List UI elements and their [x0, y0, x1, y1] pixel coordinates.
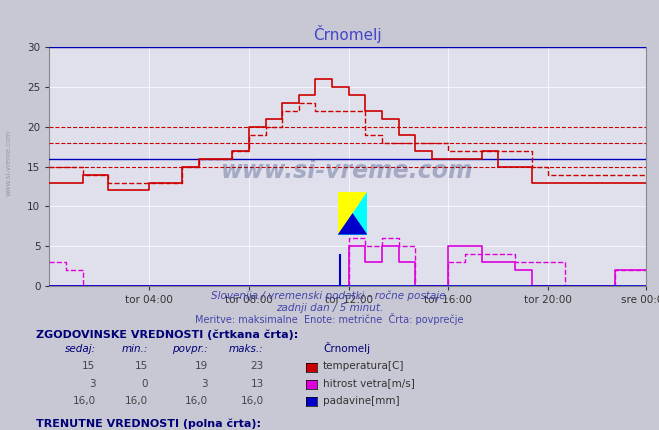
Text: www.si-vreme.com: www.si-vreme.com	[221, 160, 474, 184]
Text: 13: 13	[250, 378, 264, 389]
Text: povpr.:: povpr.:	[172, 344, 208, 354]
Text: 23: 23	[250, 361, 264, 372]
Text: 3: 3	[89, 378, 96, 389]
Text: 0: 0	[142, 378, 148, 389]
Text: 16,0: 16,0	[185, 396, 208, 406]
Text: maks.:: maks.:	[229, 344, 264, 354]
Text: 16,0: 16,0	[125, 396, 148, 406]
Title: Črnomelj: Črnomelj	[313, 25, 382, 43]
Text: 15: 15	[135, 361, 148, 372]
Text: 16,0: 16,0	[72, 396, 96, 406]
Text: 15: 15	[82, 361, 96, 372]
Text: zadnji dan / 5 minut.: zadnji dan / 5 minut.	[276, 303, 383, 313]
Text: Meritve: maksimalne  Enote: metrične  Črta: povprečje: Meritve: maksimalne Enote: metrične Črta…	[195, 313, 464, 325]
Text: 3: 3	[201, 378, 208, 389]
Text: hitrost vetra[m/s]: hitrost vetra[m/s]	[323, 378, 415, 389]
Polygon shape	[337, 192, 368, 235]
Text: min.:: min.:	[122, 344, 148, 354]
Text: padavine[mm]: padavine[mm]	[323, 396, 399, 406]
Text: ZGODOVINSKE VREDNOSTI (črtkana črta):: ZGODOVINSKE VREDNOSTI (črtkana črta):	[36, 329, 299, 340]
Text: temperatura[C]: temperatura[C]	[323, 361, 405, 372]
Text: Črnomelj: Črnomelj	[323, 342, 370, 354]
Text: www.si-vreme.com: www.si-vreme.com	[5, 130, 12, 197]
Text: Slovenija / vremenski podatki - ročne postaje.: Slovenija / vremenski podatki - ročne po…	[211, 290, 448, 301]
Polygon shape	[337, 192, 368, 235]
Text: TRENUTNE VREDNOSTI (polna črta):: TRENUTNE VREDNOSTI (polna črta):	[36, 418, 261, 429]
Text: sedaj:: sedaj:	[65, 344, 96, 354]
Text: 16,0: 16,0	[241, 396, 264, 406]
Text: 19: 19	[194, 361, 208, 372]
Polygon shape	[337, 213, 368, 235]
